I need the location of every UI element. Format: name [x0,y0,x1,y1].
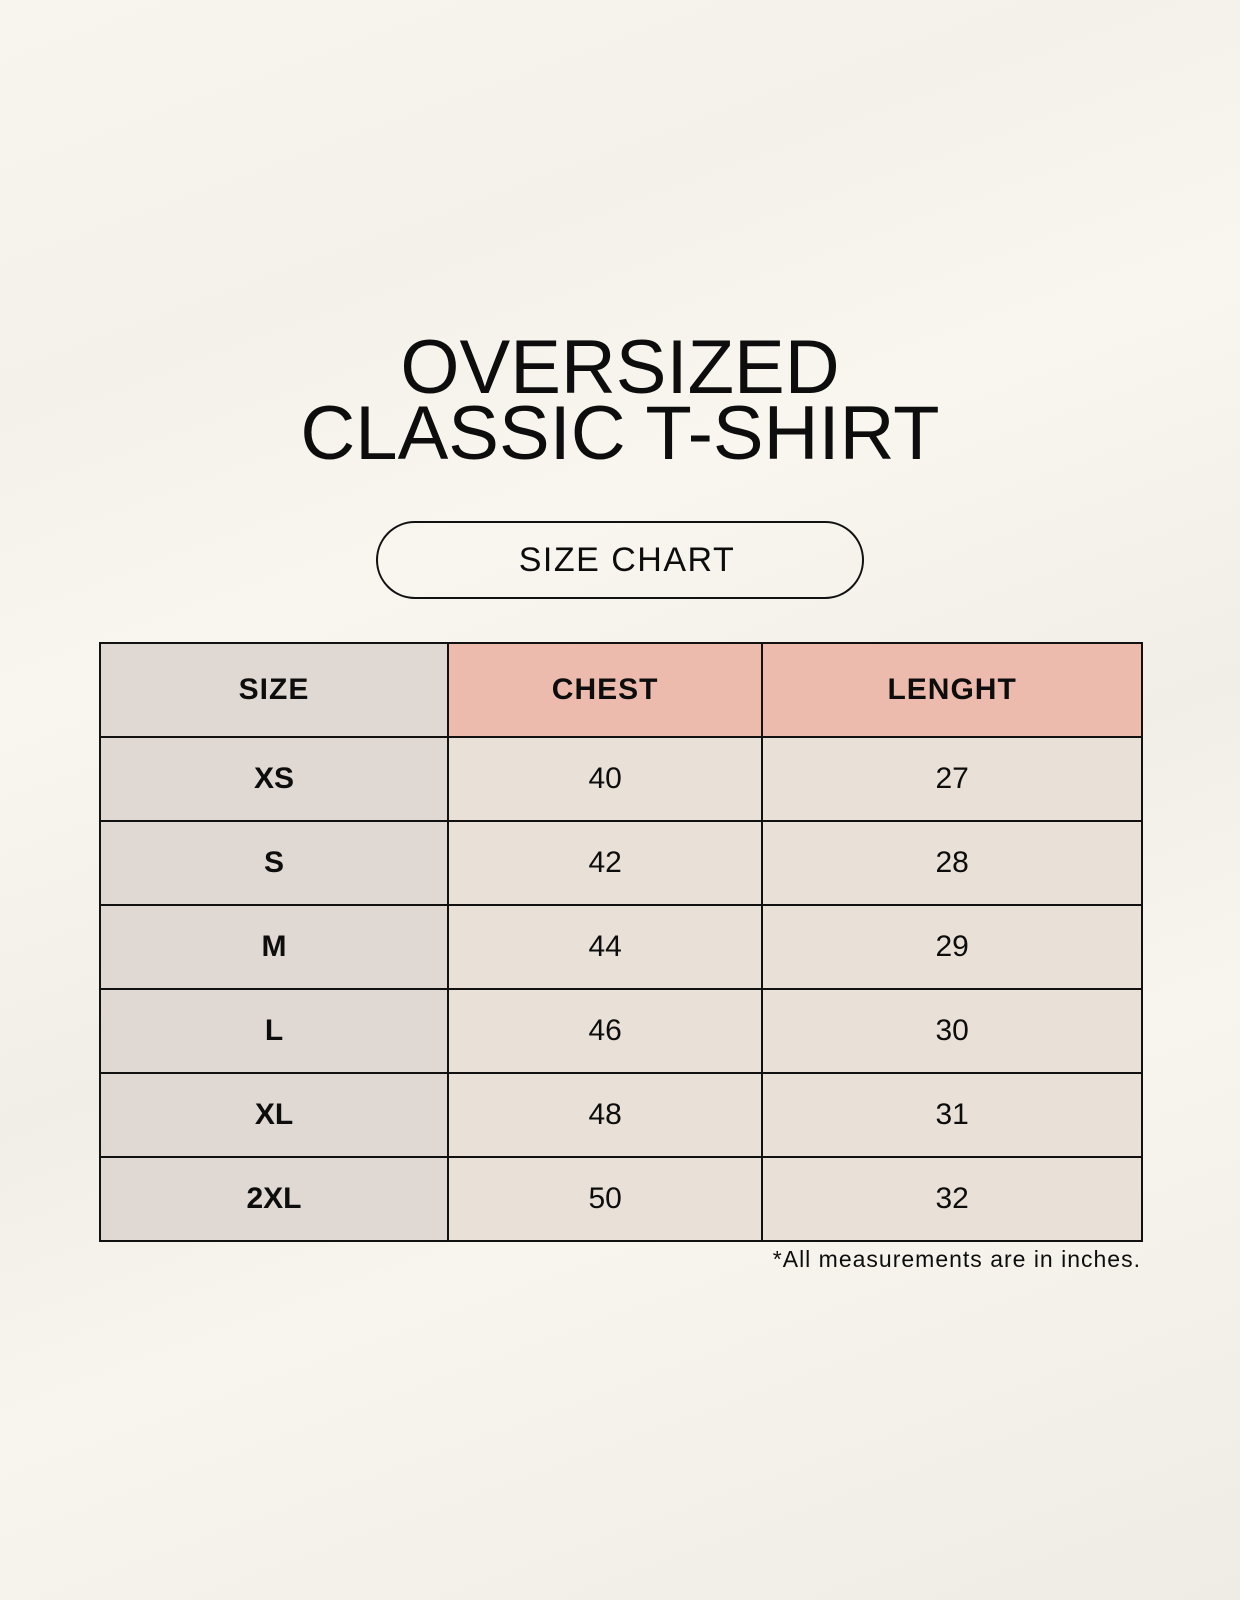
cell-size: M [99,904,449,990]
cell-chest: 50 [446,1156,764,1242]
header-size: SIZE [99,642,449,738]
page-title: OVERSIZED CLASSIC T-SHIRT [0,325,1240,476]
table-row: XS 40 27 [99,736,1143,822]
header-row: SIZE CHEST LENGHT [99,642,1143,738]
size-chart-label: SIZE CHART [376,521,864,599]
cell-chest: 44 [446,904,764,990]
size-table: SIZE CHEST LENGHT XS 40 27 S 42 28 M 44 29 L 46 30 X… [99,642,1143,1242]
cell-chest: 42 [446,820,764,906]
table-row: M 44 29 [99,904,1143,990]
title-line-2: CLASSIC T-SHIRT [300,391,940,476]
cell-length: 27 [761,736,1143,822]
cell-length: 28 [761,820,1143,906]
cell-length: 29 [761,904,1143,990]
cell-chest: 40 [446,736,764,822]
cell-length: 31 [761,1072,1143,1158]
cell-size: XL [99,1072,449,1158]
cell-size: XS [99,736,449,822]
title-line-1: OVERSIZED [400,325,840,410]
cell-size: 2XL [99,1156,449,1242]
table-row: 2XL 50 32 [99,1156,1143,1242]
cell-length: 30 [761,988,1143,1074]
cell-size: S [99,820,449,906]
measurement-note: *All measurements are in inches. [772,1246,1141,1272]
table-row: L 46 30 [99,988,1143,1074]
cell-chest: 46 [446,988,764,1074]
cell-chest: 48 [446,1072,764,1158]
header-length: LENGHT [761,642,1143,738]
table-row: S 42 28 [99,820,1143,906]
header-chest: CHEST [446,642,764,738]
table-row: XL 48 31 [99,1072,1143,1158]
cell-size: L [99,988,449,1074]
cell-length: 32 [761,1156,1143,1242]
